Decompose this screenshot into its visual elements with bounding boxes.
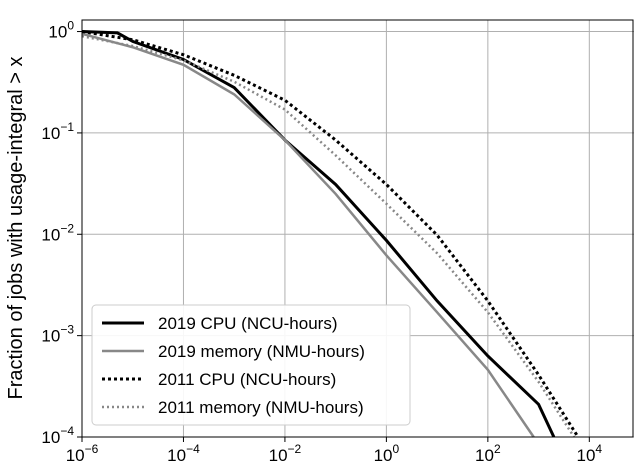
legend-label: 2011 CPU (NCU-hours) [158, 370, 336, 389]
legend-label: 2011 memory (NMU-hours) [158, 398, 364, 417]
line-series [81, 30, 580, 438]
line-series [81, 34, 576, 438]
y-tick-label: 100 [48, 19, 74, 42]
legend-label: 2019 CPU (NCU-hours) [158, 314, 338, 333]
legend-box [91, 304, 411, 426]
y-tick-label: 10−1 [41, 120, 74, 143]
y-tick-label: 10−2 [41, 221, 74, 244]
y-tick-label: 10−4 [41, 424, 74, 447]
x-tick-label: 10−4 [167, 442, 200, 465]
x-tick-label: 104 [577, 442, 603, 465]
line-series [81, 32, 535, 438]
plot-frame [81, 19, 634, 438]
x-tick-label: 100 [374, 442, 400, 465]
x-tick-label: 10−2 [269, 442, 302, 465]
legend-label: 2019 memory (NMU-hours) [158, 342, 365, 361]
x-tick-label: 10−6 [66, 442, 99, 465]
x-tick-label: 102 [475, 442, 501, 465]
y-axis-label: Fraction of jobs with usage-integral > x [5, 57, 27, 400]
y-tick-label: 10−3 [41, 323, 74, 346]
